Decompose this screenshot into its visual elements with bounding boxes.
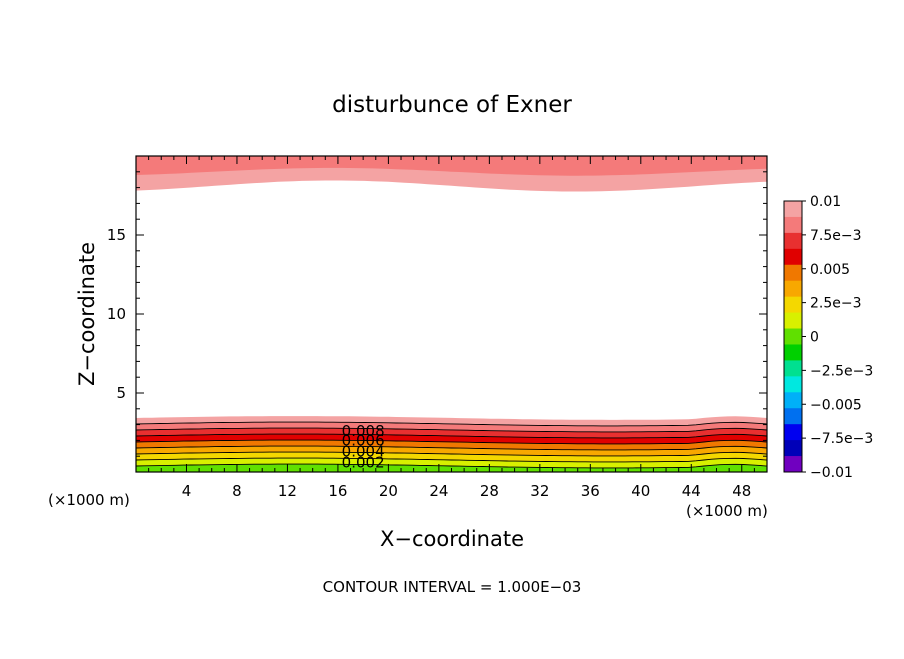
x-tick-label: 24 xyxy=(429,482,448,500)
y-tick-label: 15 xyxy=(107,226,126,244)
contour-label: 0.002 xyxy=(342,454,385,472)
x-tick-label: 36 xyxy=(581,482,600,500)
colorbar-swatch xyxy=(784,376,802,393)
colorbar-label: 2.5e−3 xyxy=(810,296,862,312)
colorbar-swatch xyxy=(784,216,802,234)
chart-title: disturbunce of Exner xyxy=(332,92,572,118)
colorbar-swatch xyxy=(784,296,802,314)
x-unit-right: (×1000 m) xyxy=(686,502,768,520)
colorbar xyxy=(783,200,803,473)
x-tick-label: 48 xyxy=(732,482,751,500)
x-tick-label: 32 xyxy=(530,482,549,500)
colorbar-label: −0.005 xyxy=(810,397,862,413)
x-tick-label: 8 xyxy=(232,482,242,500)
colorbar-swatch xyxy=(784,328,802,345)
colorbar-swatch xyxy=(784,264,802,282)
colorbar-swatch xyxy=(784,312,802,330)
contour-fill xyxy=(136,156,767,472)
colorbar-label: 0.01 xyxy=(810,194,841,210)
contour-line xyxy=(135,451,768,457)
contour-label: 0.008 xyxy=(342,422,385,440)
colorbar-swatch xyxy=(784,392,802,409)
x-tick-label: 12 xyxy=(278,482,297,500)
colorbar-label: −7.5e−3 xyxy=(810,431,873,447)
colorbar-swatch xyxy=(784,280,802,298)
contour-lines xyxy=(135,421,768,469)
y-tick-label: 10 xyxy=(107,305,126,323)
x-tick-label: 16 xyxy=(328,482,347,500)
colorbar-label: 7.5e−3 xyxy=(810,228,862,244)
x-tick-labels: 4 8 12 16 20 24 28 32 36 40 44 48 xyxy=(182,482,752,500)
colorbar-swatch xyxy=(784,408,802,425)
x-tick-label: 20 xyxy=(379,482,398,500)
contour-line xyxy=(135,439,768,445)
contour-line xyxy=(135,463,768,469)
colorbar-label: −0.01 xyxy=(810,465,853,481)
axis-ticks xyxy=(136,156,767,472)
colorbar-label: 0 xyxy=(810,330,819,346)
contour-label: 0.004 xyxy=(342,442,385,460)
x-tick-label: 28 xyxy=(480,482,499,500)
y-tick-label: 5 xyxy=(116,384,126,402)
colorbar-label: −2.5e−3 xyxy=(810,363,873,379)
colorbar-swatch xyxy=(784,360,802,377)
colorbar-label: 0.005 xyxy=(810,262,850,278)
contour-label: 0.006 xyxy=(342,431,385,449)
colorbar-swatch xyxy=(784,344,802,361)
colorbar-swatch xyxy=(784,201,802,218)
x-axis-label: X−coordinate xyxy=(380,527,524,551)
contour-line xyxy=(135,433,768,439)
colorbar-swatch xyxy=(784,456,802,473)
contour-band-high xyxy=(136,156,767,176)
x-tick-label: 40 xyxy=(631,482,650,500)
y-tick-labels: 5 10 15 xyxy=(107,226,126,402)
x-tick-label: 44 xyxy=(682,482,701,500)
colorbar-swatch xyxy=(784,424,802,441)
colorbar-labels: 0.01 7.5e−3 0.005 2.5e−3 0 −2.5e−3 −0.005 −7.5e… xyxy=(802,194,873,481)
x-unit-left: (×1000 m) xyxy=(48,491,130,509)
contour-interval-note: CONTOUR INTERVAL = 1.000E−03 xyxy=(323,578,582,596)
contour-line xyxy=(135,427,768,433)
colorbar-swatch xyxy=(784,248,802,266)
colorbar-swatch xyxy=(784,440,802,457)
contour-line xyxy=(135,421,768,427)
y-axis-label: Z−coordinate xyxy=(75,242,99,386)
contour-line xyxy=(135,445,768,451)
contour-line xyxy=(135,457,768,463)
colorbar-swatch xyxy=(784,232,802,250)
x-tick-label: 4 xyxy=(182,482,192,500)
